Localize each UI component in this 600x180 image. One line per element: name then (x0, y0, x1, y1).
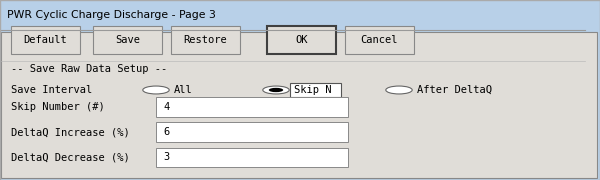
Circle shape (386, 86, 412, 94)
Bar (156, 97, 348, 117)
Text: OK: OK (295, 35, 308, 45)
Bar (1, 31, 597, 178)
Text: All: All (174, 85, 193, 95)
Bar (290, 83, 341, 97)
Text: -- Save Raw Data Setup --: -- Save Raw Data Setup -- (11, 64, 167, 74)
Text: Skip Number (#): Skip Number (#) (11, 102, 104, 112)
Bar (93, 26, 162, 54)
Circle shape (143, 86, 169, 94)
Text: 6: 6 (163, 127, 169, 137)
Bar (171, 26, 240, 54)
Text: Restore: Restore (184, 35, 227, 45)
Text: DeltaQ Increase (%): DeltaQ Increase (%) (11, 127, 130, 137)
Text: Default: Default (23, 35, 67, 45)
Bar (585, 0, 600, 180)
Text: PWR Cyclic Charge Discharge - Page 3: PWR Cyclic Charge Discharge - Page 3 (7, 10, 216, 20)
Text: DeltaQ Decrease (%): DeltaQ Decrease (%) (11, 152, 130, 163)
Text: Save: Save (115, 35, 140, 45)
Text: Skip N: Skip N (294, 85, 331, 95)
Bar (0, 0, 600, 30)
Text: 4: 4 (163, 102, 169, 112)
Bar (11, 26, 80, 54)
Text: After DeltaQ: After DeltaQ (417, 85, 492, 95)
Circle shape (269, 88, 283, 92)
Text: Cancel: Cancel (361, 35, 398, 45)
Bar (267, 26, 336, 54)
Bar (345, 26, 414, 54)
Circle shape (263, 86, 289, 94)
Text: 3: 3 (163, 152, 169, 163)
Bar (156, 148, 348, 167)
Bar (156, 122, 348, 142)
Text: Save Interval: Save Interval (11, 85, 92, 95)
